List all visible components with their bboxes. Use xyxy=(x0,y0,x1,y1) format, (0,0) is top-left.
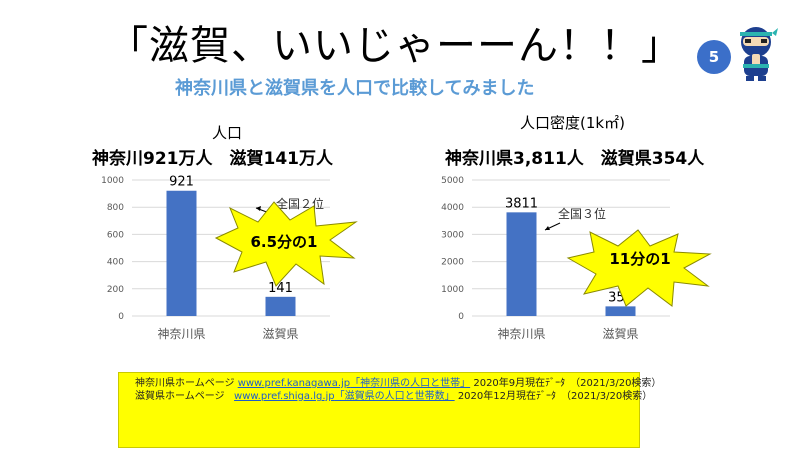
y-tick-label: 3000 xyxy=(441,230,464,240)
y-tick-label: 600 xyxy=(107,230,124,240)
population-heading: 人口 xyxy=(212,124,243,142)
ratio-callout: 6.5分の1 xyxy=(214,201,358,287)
source-site-name: 神奈川県ホームページ xyxy=(135,378,235,389)
y-tick-label: 5000 xyxy=(441,176,464,186)
bar xyxy=(166,190,197,316)
y-tick-label: 0 xyxy=(118,312,124,322)
source-page-link[interactable]: 「神奈川県の人口と世帯」 xyxy=(350,378,471,389)
y-tick-label: 1000 xyxy=(441,285,464,295)
source-link[interactable]: www.pref.kanagawa.jp xyxy=(237,378,351,389)
bar xyxy=(506,212,537,316)
source-link[interactable]: www.pref.shiga.lg.jp xyxy=(234,391,335,402)
data-label: 141 xyxy=(268,281,293,296)
slide-number-badge: 5 xyxy=(697,40,731,74)
y-tick-label: 400 xyxy=(107,258,124,268)
source-line-kanagawa: 神奈川県ホームページ www.pref.kanagawa.jp「神奈川県の人口と… xyxy=(135,377,661,390)
source-page-link[interactable]: 「滋賀県の人口と世帯数」 xyxy=(334,391,455,402)
ratio-callout-text: 11分の1 xyxy=(609,250,670,268)
data-label: 3811 xyxy=(505,196,538,211)
rank-annotation: 全国３位 xyxy=(558,206,606,221)
ratio-callout-text: 6.5分の1 xyxy=(250,233,317,251)
ninja-mascot-icon xyxy=(740,27,778,81)
annotation-arrowhead xyxy=(256,206,261,211)
slide-title: 「滋賀、いいじゃーーん！！」 xyxy=(108,23,682,69)
x-tick-label: 神奈川県 xyxy=(497,327,545,341)
density-summary: 神奈川県3,811人 滋賀県354人 xyxy=(445,149,705,169)
source-date: 2020年9月現在ﾃﾞｰﾀ （2021/3/20検索） xyxy=(473,378,662,389)
slide-subtitle: 神奈川県と滋賀県を人口で比較してみました xyxy=(175,78,535,99)
density-heading: 人口密度(1k㎡) xyxy=(520,114,625,132)
source-site-name: 滋賀県ホームページ xyxy=(135,391,225,402)
source-line-shiga: 滋賀県ホームページ www.pref.shiga.lg.jp「滋賀県の人口と世帯… xyxy=(135,390,652,403)
y-tick-label: 1000 xyxy=(101,176,124,186)
data-label: 921 xyxy=(169,175,194,190)
ratio-callout: 11分の1 xyxy=(566,229,712,307)
population-summary: 神奈川921万人 滋賀141万人 xyxy=(92,149,333,169)
y-tick-label: 4000 xyxy=(441,203,464,213)
y-tick-label: 0 xyxy=(458,312,464,322)
x-tick-label: 滋賀県 xyxy=(602,327,638,341)
source-date: 2020年12月現在ﾃﾞｰﾀ （2021/3/20検索） xyxy=(457,391,653,402)
y-tick-label: 800 xyxy=(107,203,124,213)
x-tick-label: 神奈川県 xyxy=(157,327,205,341)
y-tick-label: 200 xyxy=(107,285,124,295)
y-tick-label: 2000 xyxy=(441,258,464,268)
x-tick-label: 滋賀県 xyxy=(262,327,298,341)
source-box: 神奈川県ホームページ www.pref.kanagawa.jp「神奈川県の人口と… xyxy=(118,372,661,448)
bar xyxy=(265,296,296,316)
bar xyxy=(605,306,636,316)
annotation-arrowhead xyxy=(545,226,550,230)
